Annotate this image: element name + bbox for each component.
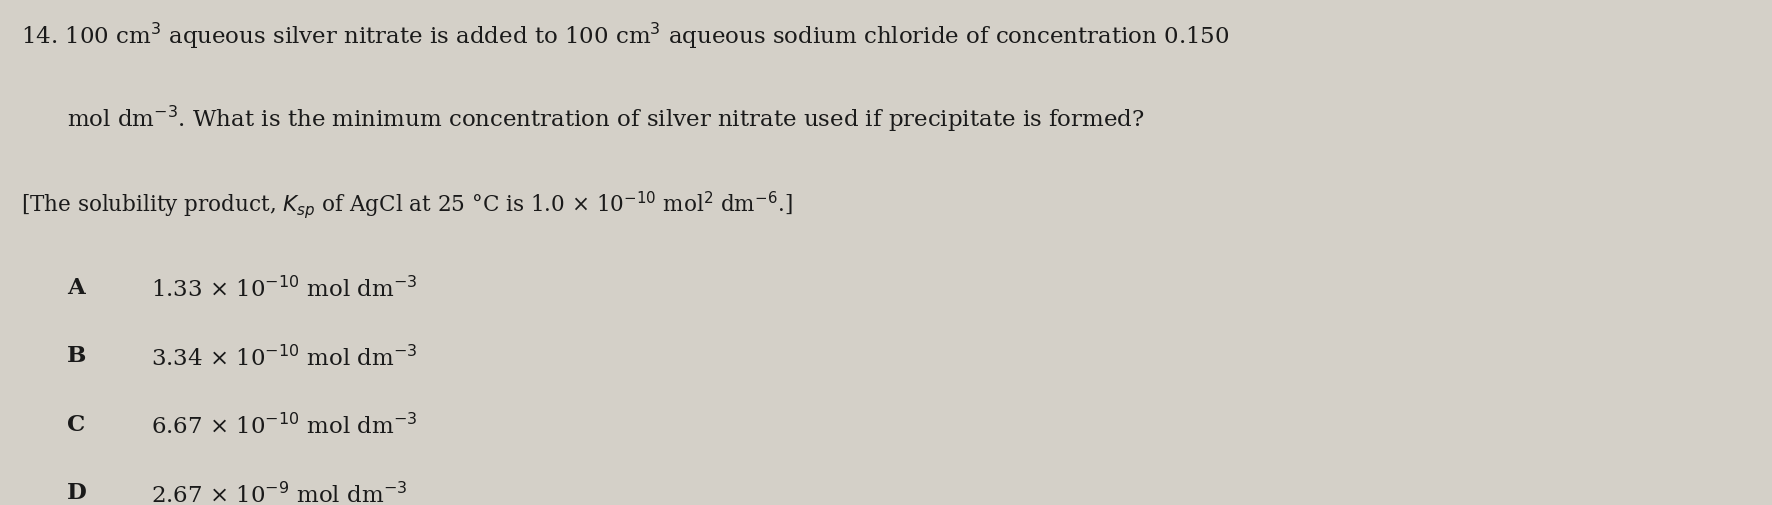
Text: 2.67 × 10$^{-9}$ mol dm$^{-3}$: 2.67 × 10$^{-9}$ mol dm$^{-3}$: [151, 481, 408, 505]
Text: mol dm$^{-3}$. What is the minimum concentration of silver nitrate used if preci: mol dm$^{-3}$. What is the minimum conce…: [67, 104, 1145, 134]
Text: [The solubility product, $K_{sp}$ of AgCl at 25 °C is 1.0 × 10$^{-10}$ mol$^2$ d: [The solubility product, $K_{sp}$ of AgC…: [21, 189, 794, 221]
Text: A: A: [67, 276, 85, 298]
Text: 6.67 × 10$^{-10}$ mol dm$^{-3}$: 6.67 × 10$^{-10}$ mol dm$^{-3}$: [151, 413, 416, 438]
Text: 1.33 × 10$^{-10}$ mol dm$^{-3}$: 1.33 × 10$^{-10}$ mol dm$^{-3}$: [151, 276, 416, 301]
Text: 3.34 × 10$^{-10}$ mol dm$^{-3}$: 3.34 × 10$^{-10}$ mol dm$^{-3}$: [151, 344, 416, 370]
Text: B: B: [67, 344, 87, 367]
Text: C: C: [67, 413, 85, 435]
Text: 14. 100 cm$^3$ aqueous silver nitrate is added to 100 cm$^3$ aqueous sodium chlo: 14. 100 cm$^3$ aqueous silver nitrate is…: [21, 21, 1230, 52]
Text: D: D: [67, 481, 87, 503]
